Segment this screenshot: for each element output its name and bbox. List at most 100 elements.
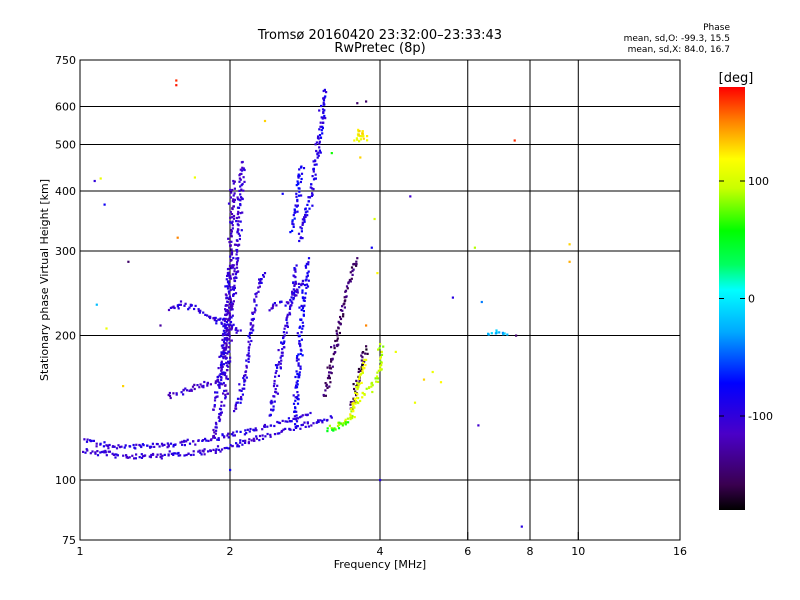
echo-point xyxy=(331,358,334,361)
echo-point xyxy=(239,329,242,332)
echo-point xyxy=(224,317,227,320)
echo-point xyxy=(259,279,262,282)
echo-point xyxy=(218,413,221,416)
echo-point xyxy=(183,444,186,447)
echo-point xyxy=(186,438,189,441)
echo-point xyxy=(356,396,359,399)
echo-point xyxy=(236,259,239,262)
echo-point xyxy=(298,286,301,289)
echo-point xyxy=(231,304,234,307)
echo-point xyxy=(127,260,130,263)
echo-point xyxy=(238,389,241,392)
echo-point xyxy=(306,285,310,288)
echo-point xyxy=(229,286,232,289)
echo-point xyxy=(324,382,327,385)
echo-point xyxy=(230,324,234,327)
echo-point xyxy=(234,292,238,295)
echo-point xyxy=(365,345,368,348)
echo-point xyxy=(362,361,365,364)
echo-point xyxy=(100,450,104,454)
echo-point xyxy=(218,418,222,421)
echo-point xyxy=(370,385,373,388)
echo-point xyxy=(277,421,280,424)
echo-point xyxy=(495,329,498,332)
echo-point xyxy=(382,345,385,348)
echo-point xyxy=(320,129,323,132)
echo-point xyxy=(380,361,383,364)
echo-point xyxy=(284,420,287,423)
echo-point xyxy=(249,323,252,326)
echo-point xyxy=(245,366,248,369)
echo-point xyxy=(168,391,171,395)
echo-point xyxy=(228,276,231,280)
echo-point xyxy=(317,154,320,157)
y-tick-label: 500 xyxy=(55,139,76,152)
echo-point xyxy=(354,399,357,402)
echo-point xyxy=(359,138,362,141)
echo-point xyxy=(251,326,254,329)
echo-point xyxy=(198,311,201,314)
echo-point xyxy=(252,317,255,320)
echo-point xyxy=(258,434,262,438)
echo-point xyxy=(227,274,230,277)
echo-point xyxy=(312,422,315,425)
echo-point xyxy=(229,188,232,192)
echo-point xyxy=(380,368,383,371)
echo-point xyxy=(193,387,196,391)
echo-point xyxy=(323,114,326,118)
echo-point xyxy=(331,365,334,368)
y-tick-label: 750 xyxy=(55,54,76,67)
echo-point xyxy=(237,220,240,223)
echo-point xyxy=(176,452,179,455)
echo-point xyxy=(231,224,234,227)
echo-point xyxy=(172,445,175,448)
echo-point xyxy=(194,304,197,307)
echo-point xyxy=(225,320,228,323)
echo-point xyxy=(135,443,138,446)
echo-point xyxy=(237,210,240,213)
echo-point xyxy=(261,428,264,431)
echo-point xyxy=(355,264,358,267)
echo-point xyxy=(291,293,294,296)
echo-point xyxy=(240,396,243,399)
echo-point xyxy=(317,419,320,422)
echo-point xyxy=(236,196,239,199)
echo-point xyxy=(318,146,321,149)
echo-point xyxy=(300,338,303,341)
echo-point xyxy=(325,419,329,422)
echo-point xyxy=(219,411,222,414)
echo-point xyxy=(217,438,220,441)
echo-point xyxy=(220,448,224,451)
echo-point xyxy=(229,468,232,472)
echo-point xyxy=(247,340,250,343)
echo-point xyxy=(360,368,363,371)
echo-point xyxy=(192,450,195,453)
echo-point xyxy=(94,452,97,455)
echo-point xyxy=(236,329,239,332)
echo-point xyxy=(225,297,228,300)
echo-point xyxy=(278,361,281,364)
echo-point xyxy=(272,385,276,388)
echo-point xyxy=(233,410,236,413)
echo-point xyxy=(409,195,412,198)
echo-point xyxy=(312,170,315,173)
echo-point xyxy=(205,439,208,442)
echo-point xyxy=(282,336,285,339)
echo-point xyxy=(321,419,324,422)
echo-point xyxy=(168,450,171,453)
echo-point xyxy=(111,452,114,455)
echo-point xyxy=(280,354,283,357)
echo-point xyxy=(305,275,308,278)
echo-point xyxy=(175,84,178,87)
echo-point xyxy=(242,376,245,380)
echo-point xyxy=(294,417,297,421)
echo-point xyxy=(349,401,352,404)
echo-point xyxy=(301,222,305,225)
echo-point xyxy=(229,356,232,359)
echo-point xyxy=(292,214,295,217)
echo-point xyxy=(252,439,256,442)
echo-point xyxy=(334,428,337,431)
echo-point xyxy=(302,310,305,313)
echo-point xyxy=(182,389,185,392)
echo-point xyxy=(321,132,324,135)
